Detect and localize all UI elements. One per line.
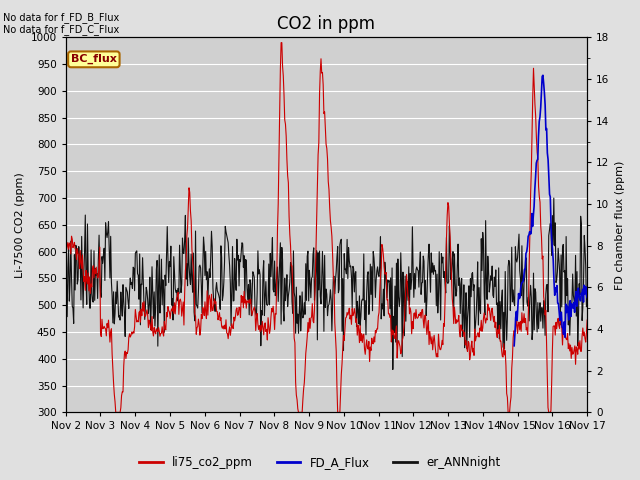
Y-axis label: Li-7500 CO2 (ppm): Li-7500 CO2 (ppm)	[15, 172, 25, 278]
Y-axis label: FD chamber flux (ppm): FD chamber flux (ppm)	[615, 160, 625, 289]
Text: No data for f_FD_B_Flux: No data for f_FD_B_Flux	[3, 12, 120, 23]
Text: BC_flux: BC_flux	[71, 54, 116, 64]
Text: No data for f_FD_C_Flux: No data for f_FD_C_Flux	[3, 24, 120, 35]
Legend: li75_co2_ppm, FD_A_Flux, er_ANNnight: li75_co2_ppm, FD_A_Flux, er_ANNnight	[134, 452, 506, 474]
Title: CO2 in ppm: CO2 in ppm	[277, 15, 376, 33]
